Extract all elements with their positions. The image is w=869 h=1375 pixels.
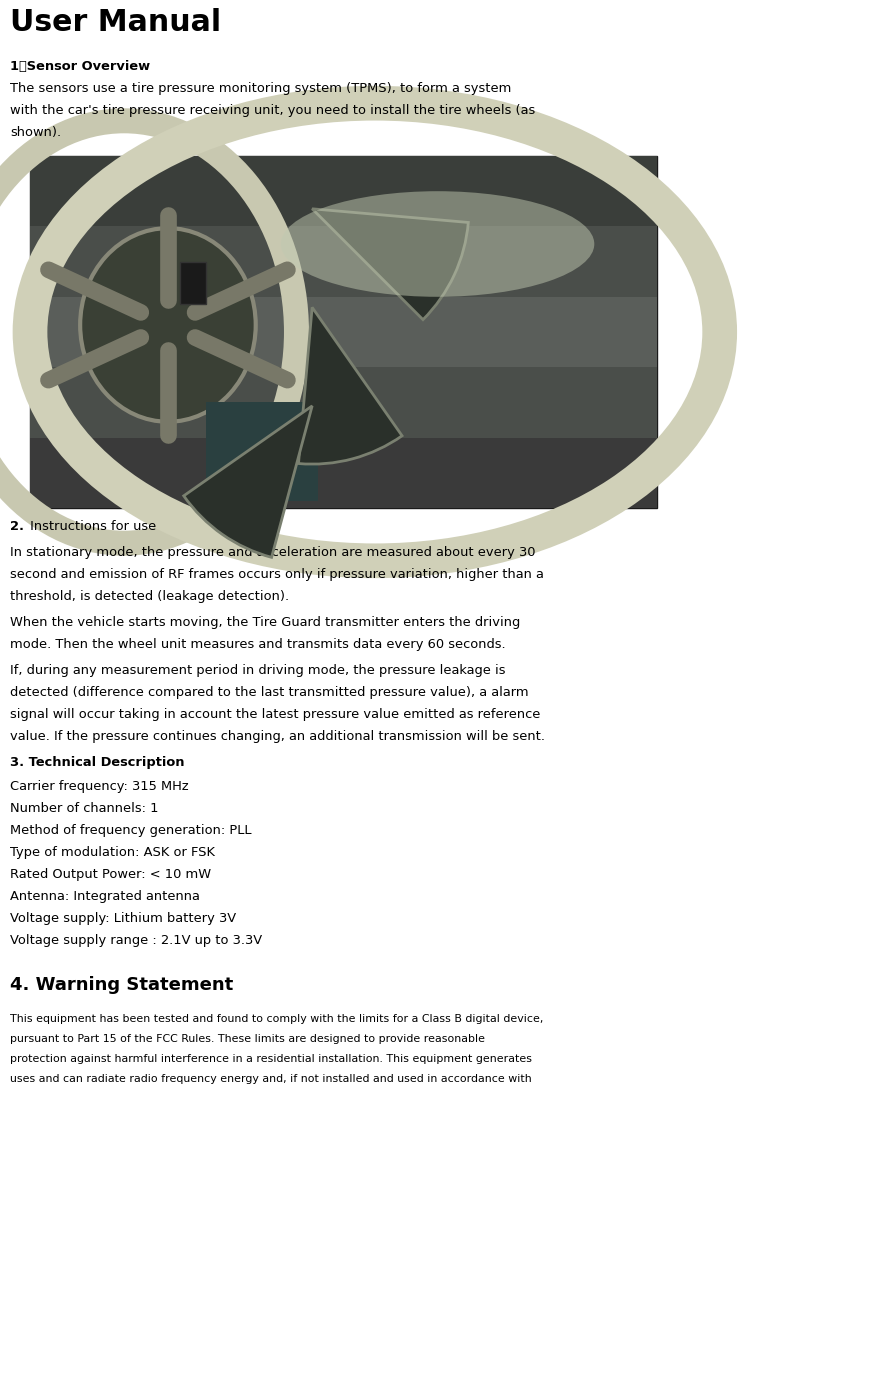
Text: uses and can radiate radio frequency energy and, if not installed and used in ac: uses and can radiate radio frequency ene…	[10, 1074, 532, 1084]
Text: 2.: 2.	[10, 520, 24, 534]
Text: threshold, is detected (leakage detection).: threshold, is detected (leakage detectio…	[10, 590, 289, 604]
Text: mode. Then the wheel unit measures and transmits data every 60 seconds.: mode. Then the wheel unit measures and t…	[10, 638, 506, 650]
Ellipse shape	[281, 191, 594, 297]
Text: signal will occur taking in account the latest pressure value emitted as referen: signal will occur taking in account the …	[10, 708, 541, 720]
Ellipse shape	[80, 228, 255, 422]
Text: Rated Output Power: < 10 mW: Rated Output Power: < 10 mW	[10, 868, 211, 881]
Text: second and emission of RF frames occurs only if pressure variation, higher than : second and emission of RF frames occurs …	[10, 568, 544, 582]
Text: When the vehicle starts moving, the Tire Guard transmitter enters the driving: When the vehicle starts moving, the Tire…	[10, 616, 521, 628]
Text: protection against harmful interference in a residential installation. This equi: protection against harmful interference …	[10, 1055, 532, 1064]
Text: Type of modulation: ASK or FSK: Type of modulation: ASK or FSK	[10, 846, 215, 859]
Text: Antenna: Integrated antenna: Antenna: Integrated antenna	[10, 890, 200, 903]
Wedge shape	[298, 308, 402, 465]
Wedge shape	[183, 406, 312, 557]
Text: Method of frequency generation: PLL: Method of frequency generation: PLL	[10, 824, 251, 837]
Bar	[30, 155, 657, 507]
Text: 3. Technical Description: 3. Technical Description	[10, 756, 184, 769]
Text: Voltage supply: Lithium battery 3V: Voltage supply: Lithium battery 3V	[10, 912, 236, 925]
Text: pursuant to Part 15 of the FCC Rules. These limits are designed to provide reaso: pursuant to Part 15 of the FCC Rules. Th…	[10, 1034, 485, 1044]
Text: This equipment has been tested and found to comply with the limits for a Class B: This equipment has been tested and found…	[10, 1013, 543, 1024]
Bar	[30, 367, 657, 437]
Text: with the car's tire pressure receiving unit, you need to install the tire wheels: with the car's tire pressure receiving u…	[10, 104, 535, 117]
Text: In stationary mode, the pressure and acceleration are measured about every 30: In stationary mode, the pressure and acc…	[10, 546, 535, 560]
Bar	[30, 227, 657, 297]
Text: Number of channels: 1: Number of channels: 1	[10, 802, 158, 815]
Text: Carrier frequency: 315 MHz: Carrier frequency: 315 MHz	[10, 780, 189, 793]
Text: 1、Sensor Overview: 1、Sensor Overview	[10, 60, 150, 73]
Wedge shape	[312, 209, 468, 319]
Text: If, during any measurement period in driving mode, the pressure leakage is: If, during any measurement period in dri…	[10, 664, 506, 676]
Text: Voltage supply range : 2.1V up to 3.3V: Voltage supply range : 2.1V up to 3.3V	[10, 934, 262, 947]
Bar	[30, 155, 657, 227]
Text: Instructions for use: Instructions for use	[26, 520, 156, 534]
Text: detected (difference compared to the last transmitted pressure value), a alarm: detected (difference compared to the las…	[10, 686, 528, 698]
Bar	[181, 261, 206, 304]
Text: User Manual: User Manual	[10, 8, 221, 37]
Bar	[30, 297, 657, 367]
Bar	[206, 403, 318, 500]
Text: shown).: shown).	[10, 126, 61, 139]
Text: The sensors use a tire pressure monitoring system (TPMS), to form a system: The sensors use a tire pressure monitori…	[10, 82, 511, 95]
Text: value. If the pressure continues changing, an additional transmission will be se: value. If the pressure continues changin…	[10, 730, 545, 742]
Bar	[30, 437, 657, 507]
Bar	[30, 155, 657, 507]
Text: 4. Warning Statement: 4. Warning Statement	[10, 976, 233, 994]
